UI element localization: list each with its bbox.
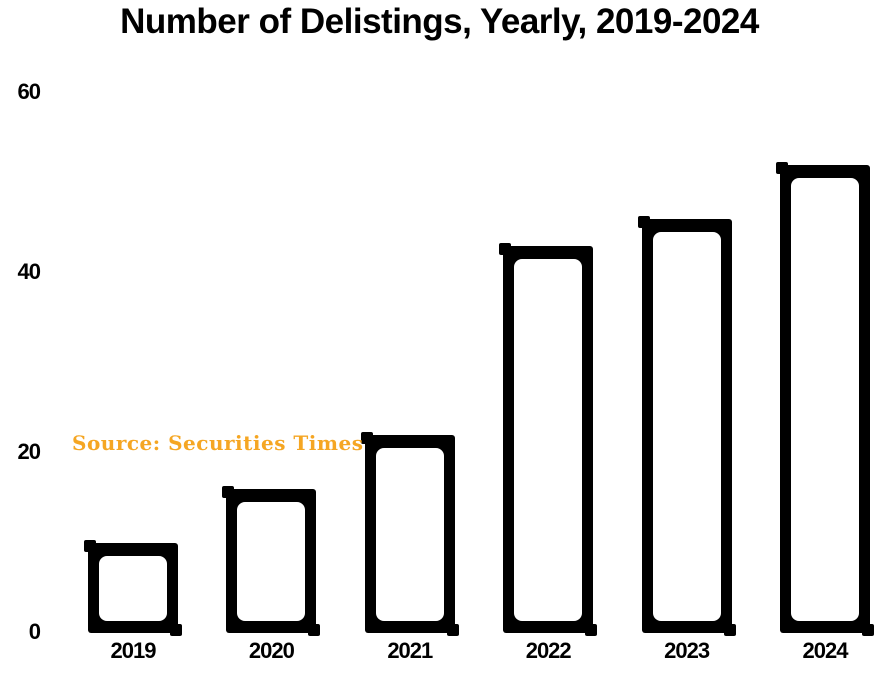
bar-fill-2020 xyxy=(237,502,306,621)
bar-fill-2021 xyxy=(375,448,444,621)
y-tick-label-40: 40 xyxy=(17,259,41,284)
x-axis-label-2023: 2023 xyxy=(664,638,710,663)
x-axis-label-2019: 2019 xyxy=(110,638,157,663)
bar-fill-2019 xyxy=(99,556,167,621)
x-axis-label-2022: 2022 xyxy=(525,638,572,663)
x-axis-label-2021: 2021 xyxy=(387,638,433,663)
bar-fill-2024 xyxy=(791,178,859,621)
x-axis-label-2020: 2020 xyxy=(248,638,295,663)
bar-2019 xyxy=(84,540,182,636)
bar-fill-2022 xyxy=(514,259,583,621)
y-tick-label-60: 60 xyxy=(17,79,41,104)
bar-fill-2023 xyxy=(652,232,721,621)
bar-2023 xyxy=(637,216,736,636)
chart-title: Number of Delistings, Yearly, 2019-2024 xyxy=(120,2,759,41)
source-note: Source: Securities Times xyxy=(72,431,364,455)
y-tick-label-20: 20 xyxy=(17,439,41,464)
y-tick-label-0: 0 xyxy=(28,619,41,644)
x-axis-label-2024: 2024 xyxy=(802,638,849,663)
bar-2024 xyxy=(776,162,874,636)
bar-2020 xyxy=(222,486,321,636)
bar-2022 xyxy=(499,243,598,636)
bar-2021 xyxy=(360,432,459,636)
